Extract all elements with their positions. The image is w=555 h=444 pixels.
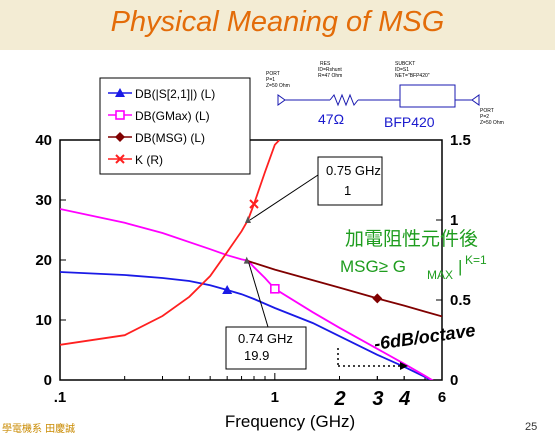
legend: DB(|S[2,1]|) (L) DB(GMax) (L) DB(MSG) (L) K…: [99, 77, 251, 175]
port1-label: PORT: [266, 71, 280, 77]
overlay-layer: DB(|S[2,1]|) (L) DB(GMax) (L) DB(MSG) (L) K…: [99, 61, 504, 410]
port2-symbol: [471, 94, 480, 106]
x-tick-label: .1: [54, 389, 67, 406]
res-label: ID=Rshunt: [318, 67, 342, 73]
marker-diamond: [115, 132, 125, 142]
series-line-0: [60, 271, 433, 380]
data-point: [115, 132, 125, 142]
y-left-tick-label: 20: [35, 252, 52, 269]
port2-label: PORT: [480, 108, 494, 114]
annotation-rolloff: -6dB/octave: [373, 320, 477, 354]
series-layer: [60, 140, 442, 380]
transistor-label: BFP420: [384, 114, 435, 130]
marker-box-1: 0.75 GHz 1: [249, 156, 383, 221]
annotation-msg-sub: MAX: [427, 268, 453, 282]
x-tick-label: 1: [271, 389, 279, 406]
marker-diamond: [372, 293, 383, 304]
annotation-msg-bar: |: [458, 257, 462, 276]
y-left-tick-label: 40: [35, 132, 52, 149]
marker-point-k: [244, 216, 251, 223]
marker-box-2-line2: 19.9: [244, 348, 269, 363]
x-tick-label: 6: [438, 389, 446, 406]
marker-box-2-leader: [248, 262, 269, 328]
data-point: [115, 154, 125, 164]
subckt-label: NET="BFP420": [395, 73, 430, 79]
slide-title: Physical Meaning of MSG: [110, 6, 445, 38]
port1-label: P=1: [266, 77, 275, 83]
marker-box-1-leader: [249, 174, 319, 221]
data-point: [372, 293, 383, 304]
resistor-symbol: [329, 93, 359, 107]
marker-triangle: [115, 88, 125, 97]
hand-number: 4: [398, 388, 410, 410]
marker-box-1-frame: [317, 156, 383, 206]
subckt-label: ID=S1: [395, 67, 409, 73]
footer-institution: 學電機系 田慶誠: [2, 424, 76, 435]
x-axis-label: Frequency (GHz): [224, 412, 356, 431]
axes-layer: 0 10 20 30 40 0 0.5 1 1.5 .1 1 6: [35, 132, 471, 406]
y-right-tick-label: 1: [450, 212, 458, 229]
marker-x: [249, 199, 259, 209]
marker-box-2-line1: 0.74 GHz: [238, 331, 293, 346]
port1-symbol: [277, 94, 286, 106]
data-point: [249, 199, 259, 209]
subckt-box: [399, 84, 456, 108]
marker-box-2: 0.74 GHz 19.9: [225, 262, 307, 370]
subckt-label: SUBCKT: [395, 61, 415, 67]
y-left-tick-label: 0: [44, 372, 52, 389]
marker-square: [270, 283, 280, 294]
annotation-msg: MSG≥ G: [340, 257, 406, 276]
series-line-3: [60, 140, 281, 346]
series-line-1: [60, 208, 434, 380]
res-label: RES: [320, 61, 331, 67]
legend-box: [99, 77, 251, 175]
annotation-msg-sup: K=1: [465, 253, 487, 267]
hand-number: 2: [334, 388, 346, 410]
legend-label: DB(GMax) (L): [135, 109, 210, 123]
legend-label: K (R): [135, 153, 163, 167]
marker-square: [115, 110, 125, 120]
y-left-tick-label: 30: [35, 192, 52, 209]
port2-label: P=2: [480, 114, 489, 120]
data-point: [115, 88, 125, 97]
title-band: [0, 0, 555, 50]
marker-x: [115, 154, 125, 164]
y-right-tick-label: 0.5: [450, 292, 471, 309]
legend-label: DB(|S[2,1]|) (L): [135, 87, 215, 101]
page-number: 25: [525, 421, 538, 433]
port1-label: Z=50 Ohm: [266, 83, 290, 89]
y-right-tick-label: 1.5: [450, 132, 471, 149]
marker-box-1-line2: 1: [344, 183, 351, 198]
marker-box-2-frame: [225, 326, 307, 370]
res-label: R=47 Ohm: [318, 73, 342, 79]
hand-number: 3: [372, 388, 383, 410]
marker-point-msg: [243, 256, 250, 264]
legend-label: DB(MSG) (L): [135, 131, 205, 145]
marker-box-1-line1: 0.75 GHz: [326, 163, 381, 178]
data-point: [270, 283, 280, 294]
rolloff-arrow: [400, 362, 408, 370]
marker-triangle: [222, 285, 233, 294]
resistor-value-label: 47Ω: [318, 111, 344, 127]
annotation-chinese: 加電阻性元件後: [345, 228, 478, 250]
y-right-tick-label: 0: [450, 372, 458, 389]
port2-label: Z=50 Ohm: [480, 120, 504, 126]
data-point: [222, 285, 233, 294]
data-point: [115, 110, 125, 120]
y-left-tick-label: 10: [35, 312, 52, 329]
